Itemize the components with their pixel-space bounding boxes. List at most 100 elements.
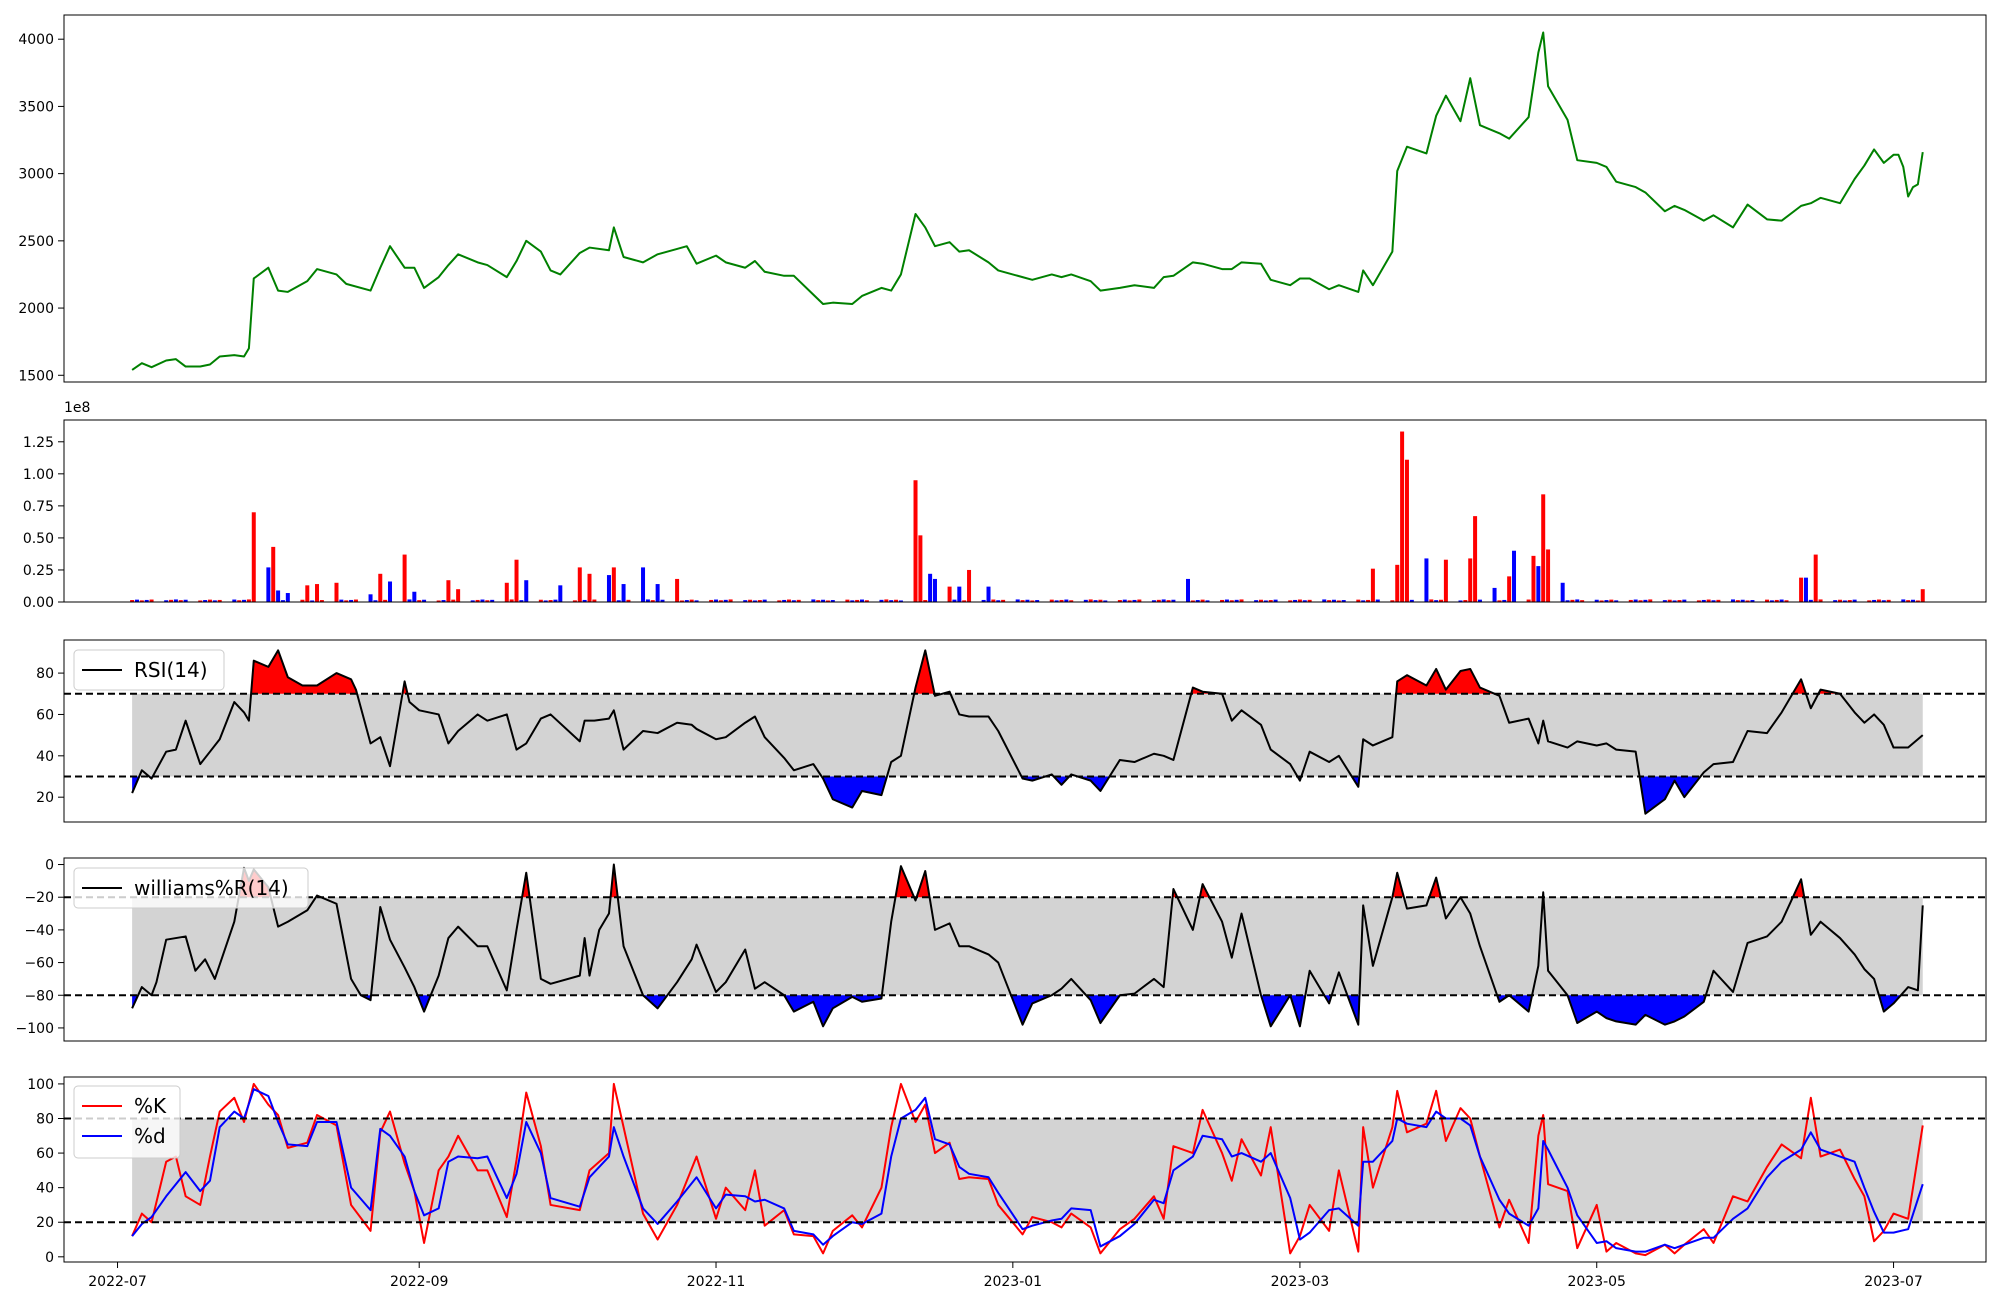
volume-bar	[1127, 600, 1132, 602]
volume-bar	[1171, 599, 1176, 602]
volume-bar	[1672, 600, 1677, 602]
volume-bar	[923, 600, 928, 602]
oversold-fill	[1567, 995, 1706, 1025]
oversold-fill	[821, 776, 887, 808]
volume-bar	[1103, 600, 1108, 602]
volume-bar	[280, 600, 285, 602]
volume-bar	[621, 584, 626, 602]
volume-bar	[587, 573, 592, 602]
volume-bar	[641, 567, 646, 602]
volume-bar	[1229, 600, 1234, 602]
volume-bar	[1701, 599, 1706, 602]
volume-bar	[509, 599, 514, 602]
volume-bar	[183, 599, 188, 602]
volume-bar	[475, 599, 480, 602]
axes-frame	[63, 857, 1987, 1042]
volume-bar	[762, 599, 767, 602]
volume-bar	[1633, 599, 1638, 602]
volume-bar	[611, 567, 616, 602]
series-line-d	[131, 1088, 1924, 1253]
volume-bar	[655, 584, 660, 602]
volume-bar	[1137, 599, 1142, 602]
volume-bar	[1069, 600, 1074, 602]
x-tick-label: 2023-03	[1271, 1274, 1330, 1290]
volume-bar	[407, 599, 412, 602]
volume-bar	[1293, 599, 1298, 602]
volume-bar	[1696, 600, 1701, 602]
y-tick-label: 60	[36, 1146, 54, 1162]
volume-bar	[470, 600, 475, 602]
volume-bar	[1526, 599, 1531, 602]
volume-bar	[1570, 599, 1575, 602]
volume-bar	[353, 599, 358, 602]
volume-bar	[558, 585, 563, 602]
y-tick-label: 0	[45, 858, 54, 874]
volume-bar	[791, 600, 796, 602]
volume-bar	[1560, 582, 1565, 602]
volume-panel: 1e8 0.00 0.25 0.50 0.75 1.00 1.25	[23, 400, 1987, 611]
volume-bar	[383, 599, 388, 602]
y-tick-label: 0.00	[23, 595, 54, 611]
volume-bar	[1059, 599, 1064, 602]
volume-bar	[1035, 600, 1040, 602]
volume-bar	[626, 599, 631, 602]
legend-label: RSI(14)	[134, 658, 208, 682]
volume-bar	[1609, 599, 1614, 602]
volume-bar	[232, 599, 237, 602]
legend-box	[73, 1085, 181, 1159]
price-line	[131, 31, 1924, 371]
volume-bar	[952, 599, 957, 602]
volume-bar	[1833, 600, 1838, 602]
volume-bar	[1443, 559, 1448, 602]
volume-bar	[694, 600, 699, 602]
volume-bar	[1818, 599, 1823, 602]
volume-bar	[139, 600, 144, 602]
volume-bar	[1502, 599, 1507, 602]
volume-bar	[947, 586, 952, 602]
volume-bar	[490, 599, 495, 602]
volume-bar	[388, 581, 393, 602]
volume-bar	[1439, 599, 1444, 602]
y-tick-label: 1.00	[23, 467, 54, 483]
volume-bar	[203, 600, 208, 602]
volume-bar	[1054, 600, 1059, 602]
volume-bar	[1911, 599, 1916, 602]
y-tick-label: 0.75	[23, 499, 54, 515]
volume-bar	[485, 600, 490, 602]
volume-bar	[1512, 550, 1517, 602]
volume-bar	[1093, 600, 1098, 602]
volume-bar	[1132, 599, 1137, 602]
volume-bar	[1867, 600, 1872, 602]
oversold-fill	[1053, 776, 1070, 785]
volume-bar	[1808, 599, 1813, 602]
volume-bar	[1001, 599, 1006, 602]
oversold-fill	[417, 995, 431, 1012]
volume-bar	[1872, 599, 1877, 602]
volume-bar	[1370, 568, 1375, 602]
volume-bar	[1799, 577, 1804, 602]
volume-bar	[456, 589, 461, 602]
volume-bar	[1774, 599, 1779, 602]
volume-bar	[932, 578, 937, 602]
volume-bar	[368, 594, 373, 602]
overbought-fill	[1429, 877, 1441, 898]
volume-bar	[1594, 599, 1599, 602]
volume-bar	[879, 599, 884, 602]
x-tick-label: 2022-11	[687, 1274, 746, 1290]
volume-bar	[825, 600, 830, 602]
volume-bar	[1429, 599, 1434, 602]
volume-bar	[1507, 576, 1512, 602]
volume-bar	[1015, 599, 1020, 602]
volume-bar	[480, 599, 485, 602]
volume-bar	[962, 600, 967, 602]
overbought-fill	[1792, 679, 1806, 694]
volume-bar	[1876, 599, 1881, 602]
overbought-fill	[916, 871, 930, 898]
volume-bar	[344, 600, 349, 602]
oversold-fill	[1290, 995, 1306, 1027]
volume-bar	[1906, 600, 1911, 602]
volume-bar	[855, 599, 860, 602]
volume-bar	[1745, 600, 1750, 602]
volume-bar	[402, 554, 407, 602]
oversold-fill	[784, 995, 882, 1027]
